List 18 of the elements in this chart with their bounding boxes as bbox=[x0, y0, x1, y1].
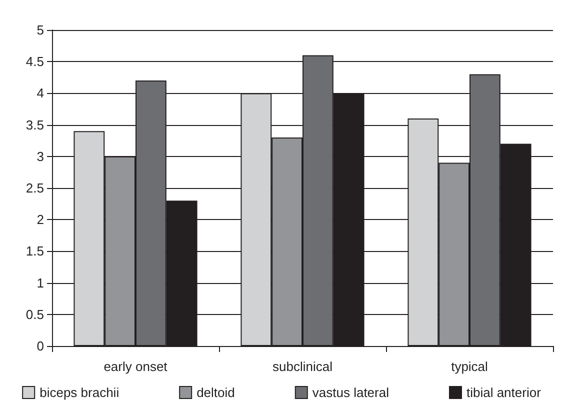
y-tick-label: 3.5 bbox=[26, 117, 44, 132]
y-tick-label: 4.5 bbox=[26, 54, 44, 70]
y-tick-label: 5 bbox=[36, 22, 44, 38]
y-tick-label: 1 bbox=[36, 275, 44, 290]
legend-label: tibial anterior bbox=[466, 385, 542, 400]
y-tick-label: 3 bbox=[36, 148, 44, 164]
legend-label: deltoid bbox=[196, 385, 235, 400]
legend-label: biceps brachii bbox=[40, 385, 120, 400]
y-tick-label: 0 bbox=[36, 338, 44, 354]
legend-label: vastus lateral bbox=[312, 385, 390, 400]
y-tick-label: 0.5 bbox=[26, 306, 44, 322]
y-tick-label: 2 bbox=[36, 212, 44, 228]
y-tick-label: 1.5 bbox=[26, 244, 44, 259]
y-tick-label: 4 bbox=[36, 86, 44, 101]
x-tick-label: early onset bbox=[104, 359, 168, 374]
x-tick-label: typical bbox=[451, 359, 488, 374]
x-tick-label: subclinical bbox=[272, 359, 333, 374]
y-tick-label: 2.5 bbox=[26, 180, 44, 196]
